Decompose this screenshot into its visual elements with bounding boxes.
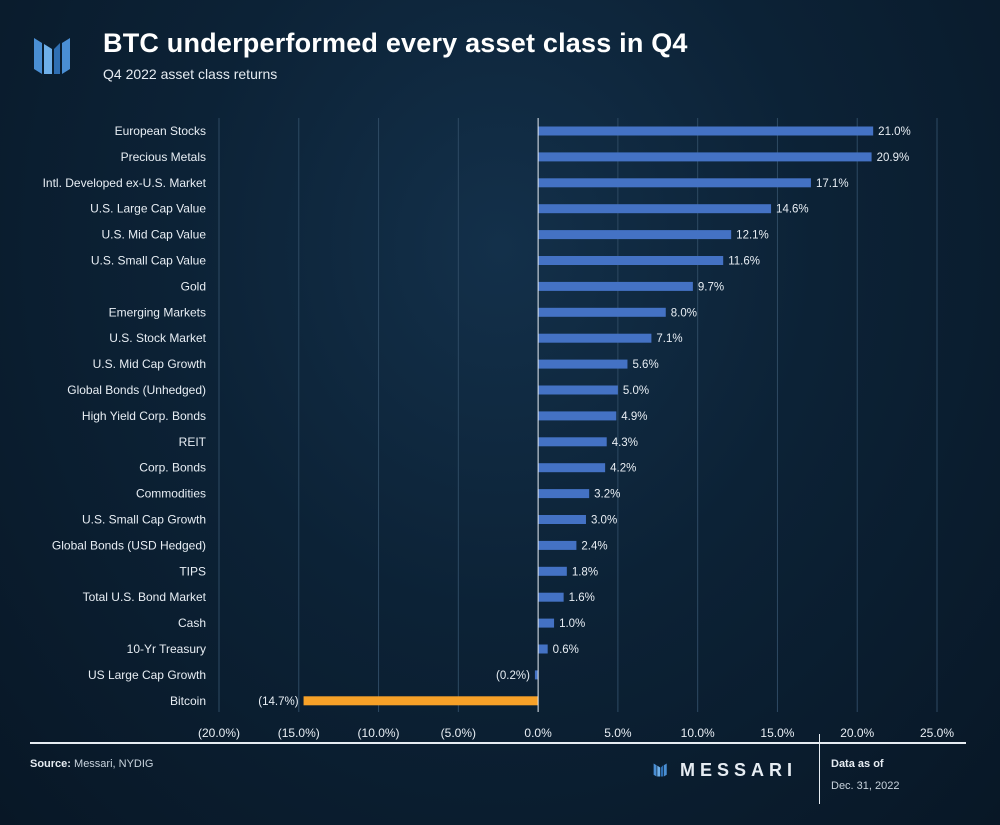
data-label: 9.7% bbox=[698, 281, 724, 293]
x-tick-label: (20.0%) bbox=[198, 726, 240, 740]
data-label: (0.2%) bbox=[496, 670, 530, 682]
source-text: Messari, NYDIG bbox=[74, 758, 154, 770]
data-as-of-label: Data as of bbox=[831, 758, 884, 770]
category-label: U.S. Small Cap Growth bbox=[82, 513, 206, 527]
bar bbox=[534, 670, 539, 680]
x-tick-label: (5.0%) bbox=[441, 726, 476, 740]
data-label: 11.6% bbox=[728, 256, 760, 268]
category-label: U.S. Mid Cap Value bbox=[102, 228, 207, 242]
bar bbox=[538, 644, 548, 654]
category-label: U.S. Mid Cap Growth bbox=[93, 357, 206, 371]
category-label: Cash bbox=[178, 616, 206, 630]
data-as-of-date: Dec. 31, 2022 bbox=[831, 780, 900, 792]
bar bbox=[538, 178, 811, 188]
category-label: Total U.S. Bond Market bbox=[83, 590, 207, 604]
data-label: 2.4% bbox=[581, 540, 607, 552]
category-label: U.S. Large Cap Value bbox=[90, 202, 206, 216]
chart-title: BTC underperformed every asset class in … bbox=[103, 28, 688, 58]
footer-vertical-divider bbox=[819, 734, 820, 804]
footer-divider bbox=[30, 742, 966, 744]
data-label: 7.1% bbox=[656, 333, 682, 345]
category-label: U.S. Small Cap Value bbox=[91, 254, 206, 268]
category-label: Global Bonds (Unhedged) bbox=[67, 383, 206, 397]
category-label: Commodities bbox=[136, 487, 206, 501]
data-label: 5.6% bbox=[632, 359, 658, 371]
data-label: 4.9% bbox=[621, 411, 647, 423]
data-label: 3.2% bbox=[594, 489, 620, 501]
x-tick-label: (10.0%) bbox=[358, 726, 400, 740]
data-label: 20.9% bbox=[877, 152, 910, 164]
data-label: 3.0% bbox=[591, 515, 617, 527]
bar bbox=[538, 385, 618, 395]
source-label: Source: bbox=[30, 758, 71, 770]
bar bbox=[538, 411, 617, 421]
bar bbox=[538, 515, 586, 524]
bar bbox=[538, 489, 590, 499]
x-tick-label: 5.0% bbox=[604, 726, 632, 740]
category-label: REIT bbox=[179, 435, 207, 449]
data-label: 12.1% bbox=[736, 230, 769, 242]
category-label: European Stocks bbox=[115, 124, 206, 138]
category-label: Global Bonds (USD Hedged) bbox=[52, 538, 206, 552]
bar bbox=[538, 230, 732, 240]
data-label: 5.0% bbox=[623, 385, 649, 397]
chart-subtitle: Q4 2022 asset class returns bbox=[103, 66, 278, 82]
category-label: Corp. Bonds bbox=[139, 461, 206, 475]
category-label: Emerging Markets bbox=[109, 305, 206, 319]
bar bbox=[538, 437, 607, 447]
bar bbox=[538, 152, 872, 162]
data-label: 17.1% bbox=[816, 178, 849, 190]
messari-logo-icon bbox=[34, 38, 70, 74]
bar bbox=[538, 333, 652, 343]
x-tick-label: 10.0% bbox=[681, 726, 715, 740]
category-label: Precious Metals bbox=[121, 150, 206, 164]
bar bbox=[538, 126, 874, 136]
bar bbox=[303, 696, 539, 706]
data-label: 1.8% bbox=[572, 566, 598, 578]
x-tick-label: 15.0% bbox=[760, 726, 794, 740]
category-label: US Large Cap Growth bbox=[88, 668, 206, 682]
messari-brand: MESSARI bbox=[652, 760, 797, 780]
data-label: 4.2% bbox=[610, 463, 636, 475]
x-tick-label: 0.0% bbox=[524, 726, 552, 740]
bar bbox=[538, 281, 693, 291]
bar bbox=[538, 566, 567, 576]
category-label: Bitcoin bbox=[170, 694, 206, 708]
category-label: 10-Yr Treasury bbox=[127, 642, 206, 656]
x-tick-label: (15.0%) bbox=[278, 726, 320, 740]
source-note: Source: Messari, NYDIG bbox=[30, 758, 154, 770]
x-tick-label: 25.0% bbox=[920, 726, 954, 740]
bar-chart: European Stocks 21.0% Precious Metals 20.9%… bbox=[43, 118, 954, 740]
category-label: U.S. Stock Market bbox=[109, 331, 206, 345]
data-label: 1.6% bbox=[569, 592, 595, 604]
messari-mark-icon bbox=[653, 763, 667, 777]
bar bbox=[538, 307, 666, 317]
data-label: 21.0% bbox=[878, 126, 911, 138]
data-label: 8.0% bbox=[671, 307, 697, 319]
category-label: Intl. Developed ex-U.S. Market bbox=[43, 176, 207, 190]
bar bbox=[538, 592, 564, 602]
category-label: Gold bbox=[181, 279, 206, 293]
bar bbox=[538, 359, 628, 369]
bar bbox=[538, 256, 724, 265]
data-label: 14.6% bbox=[776, 204, 809, 216]
bar bbox=[538, 204, 772, 214]
bar bbox=[538, 540, 577, 550]
data-label: 4.3% bbox=[612, 437, 638, 449]
bar bbox=[538, 618, 555, 628]
x-tick-label: 20.0% bbox=[840, 726, 874, 740]
bar bbox=[538, 463, 606, 473]
brand-wordmark: MESSARI bbox=[680, 759, 798, 780]
data-label: 0.6% bbox=[553, 644, 579, 656]
category-label: TIPS bbox=[179, 564, 206, 578]
data-label: (14.7%) bbox=[258, 696, 298, 708]
category-label: High Yield Corp. Bonds bbox=[82, 409, 206, 423]
data-label: 1.0% bbox=[559, 618, 585, 630]
